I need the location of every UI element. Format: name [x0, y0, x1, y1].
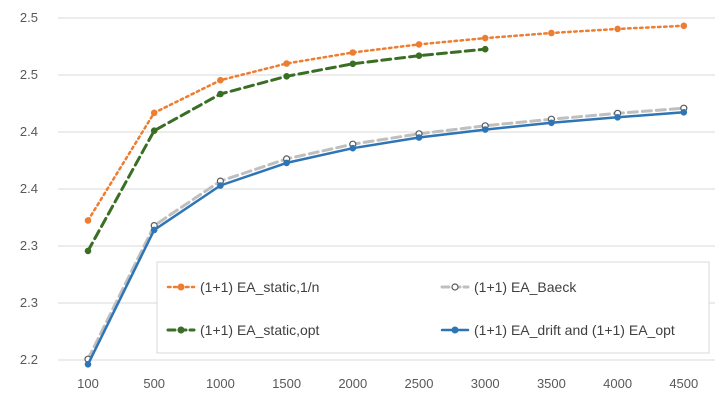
- x-axis-ticks: 100 500 1000 1500 2000 2500 3000 3500 4000 4500: [77, 376, 698, 391]
- data-point: [217, 76, 224, 84]
- legend-marker: [451, 326, 459, 334]
- legend-item: (1+1) EA_static,opt: [166, 322, 320, 338]
- data-point: [548, 119, 555, 127]
- data-point: [680, 22, 688, 30]
- series-0: [84, 22, 688, 224]
- series-lines: [84, 22, 688, 368]
- data-point: [150, 226, 158, 234]
- data-point: [614, 114, 621, 121]
- data-point: [614, 25, 621, 33]
- x-tick-label: 500: [143, 376, 165, 391]
- legend-marker: [177, 326, 185, 334]
- y-tick-label: 2.4: [20, 181, 38, 196]
- x-tick-label: 2500: [405, 376, 434, 391]
- data-point: [84, 217, 92, 224]
- data-point: [150, 109, 158, 117]
- data-point: [349, 49, 357, 56]
- data-point: [349, 144, 357, 152]
- y-tick-label: 2.3: [20, 295, 38, 310]
- data-point: [84, 247, 92, 255]
- legend-label: (1+1) EA_drift and (1+1) EA_opt: [474, 322, 675, 338]
- series-line: [86, 111, 686, 366]
- data-point: [217, 182, 224, 189]
- data-point: [415, 41, 423, 48]
- y-tick-label: 2.5: [20, 10, 38, 25]
- y-tick-label: 2.4: [20, 124, 38, 139]
- data-point: [481, 45, 489, 53]
- data-point: [415, 52, 423, 60]
- legend-label: (1+1) EA_static,opt: [200, 322, 320, 338]
- series-2: [84, 45, 489, 255]
- y-axis-ticks: 2.2 2.3 2.3 2.4 2.4 2.5 2.5: [20, 10, 38, 367]
- data-point: [283, 73, 290, 80]
- legend: (1+1) EA_static,1/n (1+1) EA_Baeck (1+1) E…: [156, 261, 710, 354]
- y-tick-label: 2.2: [20, 352, 38, 367]
- x-tick-label: 1500: [272, 376, 301, 391]
- x-tick-label: 4500: [669, 376, 698, 391]
- data-point: [481, 34, 489, 42]
- y-tick-label: 2.3: [20, 238, 38, 253]
- data-point: [283, 60, 290, 67]
- legend-marker: [177, 283, 185, 291]
- data-point: [84, 361, 92, 368]
- x-tick-label: 3000: [471, 376, 500, 391]
- legend-item: (1+1) EA_Baeck: [440, 279, 577, 295]
- x-tick-label: 3500: [537, 376, 566, 391]
- data-point: [680, 109, 688, 116]
- series-3: [84, 109, 688, 368]
- data-point: [548, 29, 555, 37]
- data-point: [481, 126, 489, 133]
- x-tick-label: 100: [77, 376, 99, 391]
- data-point: [283, 159, 290, 167]
- x-tick-label: 2000: [338, 376, 367, 391]
- x-tick-label: 4000: [603, 376, 632, 391]
- legend-box: [156, 261, 710, 354]
- data-point: [150, 127, 158, 134]
- legend-label: (1+1) EA_Baeck: [474, 279, 577, 295]
- data-point: [349, 60, 357, 68]
- y-tick-label: 2.5: [20, 67, 38, 82]
- data-point: [415, 134, 423, 141]
- legend-marker: [451, 283, 459, 291]
- legend-item: (1+1) EA_drift and (1+1) EA_opt: [440, 322, 675, 338]
- legend-label: (1+1) EA_static,1/n: [200, 279, 319, 295]
- legend-item: (1+1) EA_static,1/n: [166, 279, 319, 295]
- series-line: [86, 106, 686, 361]
- x-tick-label: 1000: [206, 376, 235, 391]
- data-point: [217, 90, 224, 98]
- series-line: [86, 24, 686, 222]
